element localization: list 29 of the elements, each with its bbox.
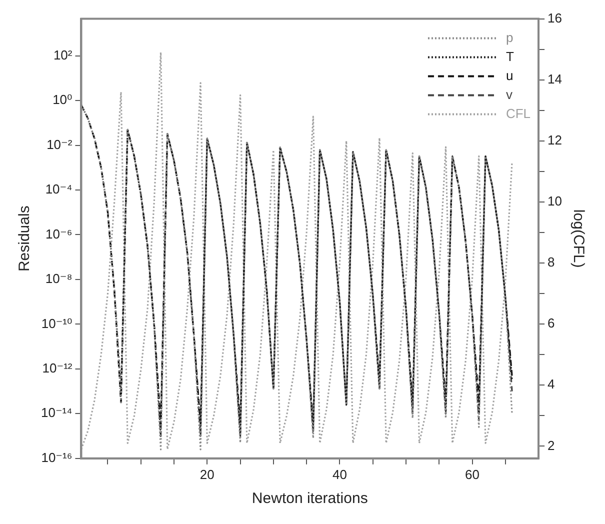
y-tick-label: 10⁻¹⁶: [41, 450, 72, 465]
y2-tick-label: 14: [548, 71, 562, 86]
y2-tick-label: 10: [548, 194, 562, 209]
x-tick-label: 20: [200, 466, 214, 482]
y2-tick-label: 8: [548, 254, 555, 270]
text: CFL: [506, 106, 531, 121]
y2-tick-label: 6: [548, 316, 555, 331]
text: p: [506, 30, 514, 45]
y-tick-label: 10⁻⁸: [45, 271, 72, 286]
x-tick-label: 40: [332, 466, 347, 482]
y2-tick-label: 2: [548, 438, 555, 453]
y-tick-label: 10⁻¹⁰: [41, 316, 72, 331]
y-tick-label: 10²: [53, 47, 73, 62]
x-axis-title: Newton iterations: [252, 490, 368, 508]
y-tick-label: 10⁰: [52, 92, 72, 108]
text: v: [506, 86, 513, 102]
y-tick-label: 10⁻²: [46, 136, 73, 152]
text: T: [506, 48, 514, 64]
y-tick-label: 10⁻¹²: [42, 360, 73, 376]
x-tick-label: 60: [465, 466, 480, 482]
text: u: [506, 68, 514, 83]
y-axis-title: Residuals: [16, 206, 34, 272]
y-tick-label: 10⁻¹⁴: [40, 405, 72, 420]
y2-tick-label: 4: [548, 376, 555, 392]
y2-axis-title: log(CFL): [570, 209, 587, 268]
y2-tick-label: 16: [548, 10, 562, 26]
y-tick-label: 10⁻⁴: [45, 182, 72, 197]
y2-tick-label: 12: [548, 132, 562, 148]
y-tick-label: 10⁻⁶: [46, 226, 72, 242]
